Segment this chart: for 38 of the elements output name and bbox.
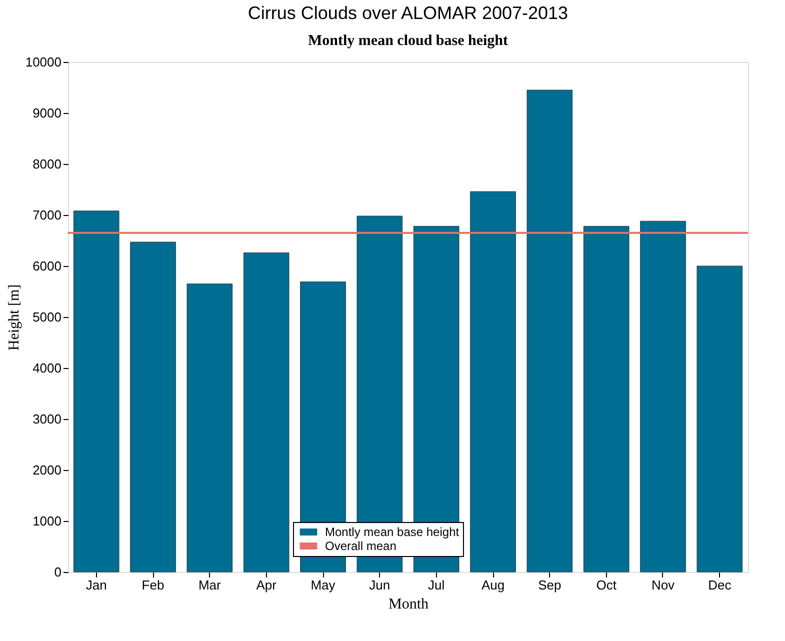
x-tick-label: Mar [198, 578, 222, 592]
series-label: Montly mean base height [325, 525, 460, 539]
bar [186, 284, 233, 572]
bar [470, 191, 516, 572]
chart-title: Cirrus Clouds over ALOMAR 2007-2013 [248, 3, 568, 23]
x-tick-label: Dec [708, 578, 732, 592]
legend-label: Overall mean [325, 539, 396, 553]
x-tick-label: Oct [596, 578, 617, 592]
y-tick-label: 4000 [32, 360, 62, 376]
x-tick-label: Jan [86, 578, 107, 592]
bar [526, 90, 573, 572]
y-tick-label: 7000 [32, 208, 62, 222]
x-tick-label: Apr [256, 578, 278, 592]
bar [640, 220, 686, 572]
y-tick-label: 0 [54, 564, 62, 580]
x-tick-label: Jul [428, 578, 445, 592]
x-tick-label: Jun [369, 578, 390, 592]
y-axis-title: Height [m] [6, 284, 22, 351]
x-tick-label: Nov [651, 578, 676, 592]
x-tick-label: May [310, 578, 336, 592]
y-tick-label: 5000 [32, 310, 62, 324]
y-tick-label: 8000 [32, 156, 62, 172]
y-tick-label: 2000 [32, 462, 62, 478]
x-tick-label: Sep [538, 578, 562, 592]
bar [243, 252, 290, 572]
bar [696, 266, 743, 572]
x-tick-label: Feb [142, 578, 164, 592]
x-tick-label: Aug [481, 578, 505, 592]
chart-subtitle: Montly mean cloud base height [308, 33, 508, 49]
y-tick-label: 3000 [32, 412, 62, 426]
y-tick-label: 1000 [32, 514, 62, 528]
bar [130, 242, 176, 572]
x-axis-title: Month [388, 596, 429, 612]
y-tick-label: 9000 [32, 106, 62, 120]
bar [583, 226, 630, 572]
bar [73, 210, 120, 572]
y-tick-label: 10000 [25, 54, 62, 70]
y-tick-label: 6000 [32, 258, 62, 274]
